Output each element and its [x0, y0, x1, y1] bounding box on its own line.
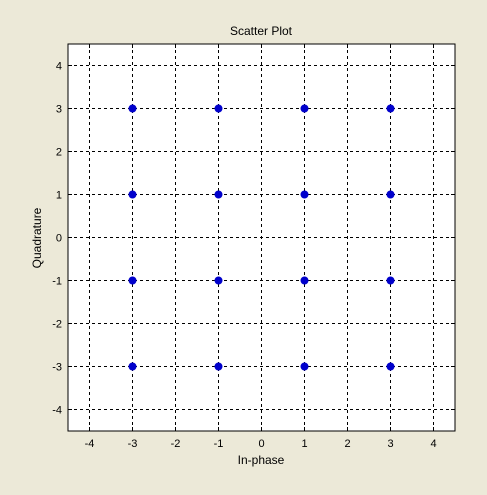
- ticks: [68, 44, 455, 431]
- data-point: [300, 362, 309, 371]
- data-point: [214, 276, 223, 285]
- y-tick-label: 1: [56, 190, 62, 202]
- y-tick-labels: -4 -3 -2 -1 0 1 2 3 4: [52, 61, 62, 417]
- data-point: [128, 190, 137, 199]
- data-point: [386, 104, 395, 113]
- y-tick-label: 3: [56, 104, 62, 116]
- x-axis-label: In-phase: [238, 453, 285, 467]
- y-tick-label: -3: [52, 362, 62, 374]
- x-tick-label: 3: [387, 438, 393, 450]
- grid-lines: [68, 44, 455, 431]
- x-tick-label: -2: [171, 438, 181, 450]
- data-point: [386, 190, 395, 199]
- x-tick-label: -4: [85, 438, 95, 450]
- data-point: [300, 104, 309, 113]
- data-point: [128, 104, 137, 113]
- data-point: [386, 362, 395, 371]
- data-point: [128, 276, 137, 285]
- data-point: [128, 362, 137, 371]
- x-tick-label: 0: [258, 438, 264, 450]
- y-tick-label: 4: [56, 61, 62, 73]
- x-tick-label: 4: [430, 438, 436, 450]
- y-tick-label: -1: [52, 276, 62, 288]
- y-tick-label: -2: [52, 319, 62, 331]
- y-tick-label: 2: [56, 147, 62, 159]
- x-tick-label: -1: [214, 438, 224, 450]
- x-tick-label: 2: [344, 438, 350, 450]
- data-point: [300, 190, 309, 199]
- data-point: [300, 276, 309, 285]
- data-points: [128, 104, 395, 371]
- data-point: [386, 276, 395, 285]
- data-point: [214, 190, 223, 199]
- y-tick-label: -4: [52, 405, 62, 417]
- data-point: [214, 362, 223, 371]
- x-tick-labels: -4 -3 -2 -1 0 1 2 3 4: [85, 438, 437, 450]
- x-tick-label: 1: [301, 438, 307, 450]
- y-axis-label: Quadrature: [30, 207, 44, 268]
- y-tick-label: 0: [56, 233, 62, 245]
- x-tick-label: -3: [128, 438, 138, 450]
- chart-title: Scatter Plot: [230, 24, 293, 38]
- data-point: [214, 104, 223, 113]
